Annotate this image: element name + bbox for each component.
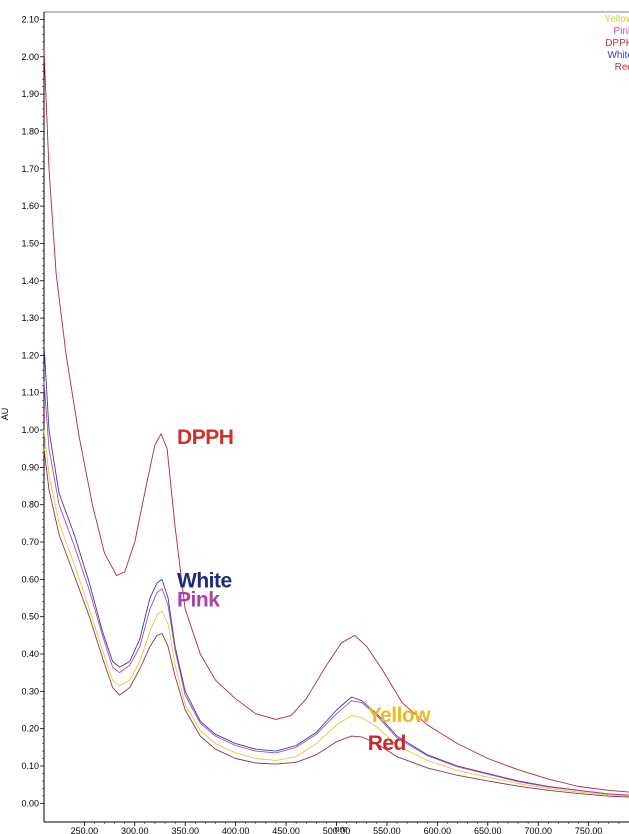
y-tick-label: 1.30: [21, 313, 39, 323]
series-line-white: [43, 344, 629, 796]
x-tick-label: 500.00: [323, 826, 351, 834]
y-tick-label: 0.10: [21, 761, 39, 771]
y-tick-label: 0.20: [21, 724, 39, 734]
legend-entry-yellow: Yellow: [604, 14, 629, 25]
y-tick-label: 1.80: [21, 126, 39, 136]
y-tick-label: 0.60: [21, 574, 39, 584]
x-axis-label: nm: [335, 824, 348, 834]
y-tick-label: 1.70: [21, 164, 39, 174]
y-tick-label: 2.10: [21, 14, 39, 24]
x-tick-label: 450.00: [272, 826, 300, 834]
series-lines: [43, 49, 629, 798]
y-tick-label: 0.30: [21, 686, 39, 696]
callout-label-yellow: Yellow: [368, 704, 432, 727]
y-tick-label: 1.20: [21, 350, 39, 360]
x-tick-label: 300.00: [121, 826, 149, 834]
legend: YellowPinkDPPHWhiteRed: [604, 14, 629, 73]
y-tick-label: 1.60: [21, 201, 39, 211]
legend-entry-red: Red: [615, 62, 629, 73]
callout-label-red: Red: [368, 732, 406, 755]
legend-entry-dpph: DPPH: [605, 38, 629, 49]
series-line-pink: [43, 381, 629, 796]
x-tick-label: 350.00: [171, 826, 199, 834]
legend-entry-white: White: [607, 50, 629, 61]
y-tick-label: 0.90: [21, 462, 39, 472]
y-axis-label: AU: [0, 408, 10, 421]
x-tick-label: 250.00: [71, 826, 99, 834]
y-axis-ticks: 0.00 0.10 0.20 0.30 0.40 0.50 0.60 0.70 0.80 0.90…: [21, 14, 44, 808]
callout-label-dpph: DPPH: [177, 426, 233, 449]
legend-entry-pink: Pink: [614, 26, 629, 37]
x-tick-label: 400.00: [222, 826, 250, 834]
callout-label-pink: Pink: [177, 588, 220, 611]
x-axis-ticks: 250.00 300.00 350.00 400.00 450.00 500.00 550.…: [71, 822, 620, 834]
y-tick-label: 1.10: [21, 388, 39, 398]
y-tick-label: 0.00: [21, 798, 39, 808]
y-tick-label: 1.90: [21, 89, 39, 99]
x-tick-label: 650.00: [474, 826, 502, 834]
x-tick-label: 600.00: [424, 826, 452, 834]
series-line-yellow: [43, 430, 629, 797]
y-tick-label: 1.50: [21, 238, 39, 248]
series-line-dpph: [43, 49, 629, 793]
x-tick-label: 750.00: [575, 826, 603, 834]
series-line-red: [43, 448, 629, 798]
y-tick-label: 2.00: [21, 52, 39, 62]
y-tick-label: 0.80: [21, 500, 39, 510]
y-tick-label: 1.40: [21, 276, 39, 286]
y-tick-label: 0.40: [21, 649, 39, 659]
callout-label-white: White: [177, 569, 232, 592]
x-tick-label: 550.00: [373, 826, 401, 834]
y-tick-label: 1.00: [21, 425, 39, 435]
y-tick-label: 0.70: [21, 537, 39, 547]
y-tick-label: 0.50: [21, 612, 39, 622]
x-tick-label: 700.00: [524, 826, 552, 834]
